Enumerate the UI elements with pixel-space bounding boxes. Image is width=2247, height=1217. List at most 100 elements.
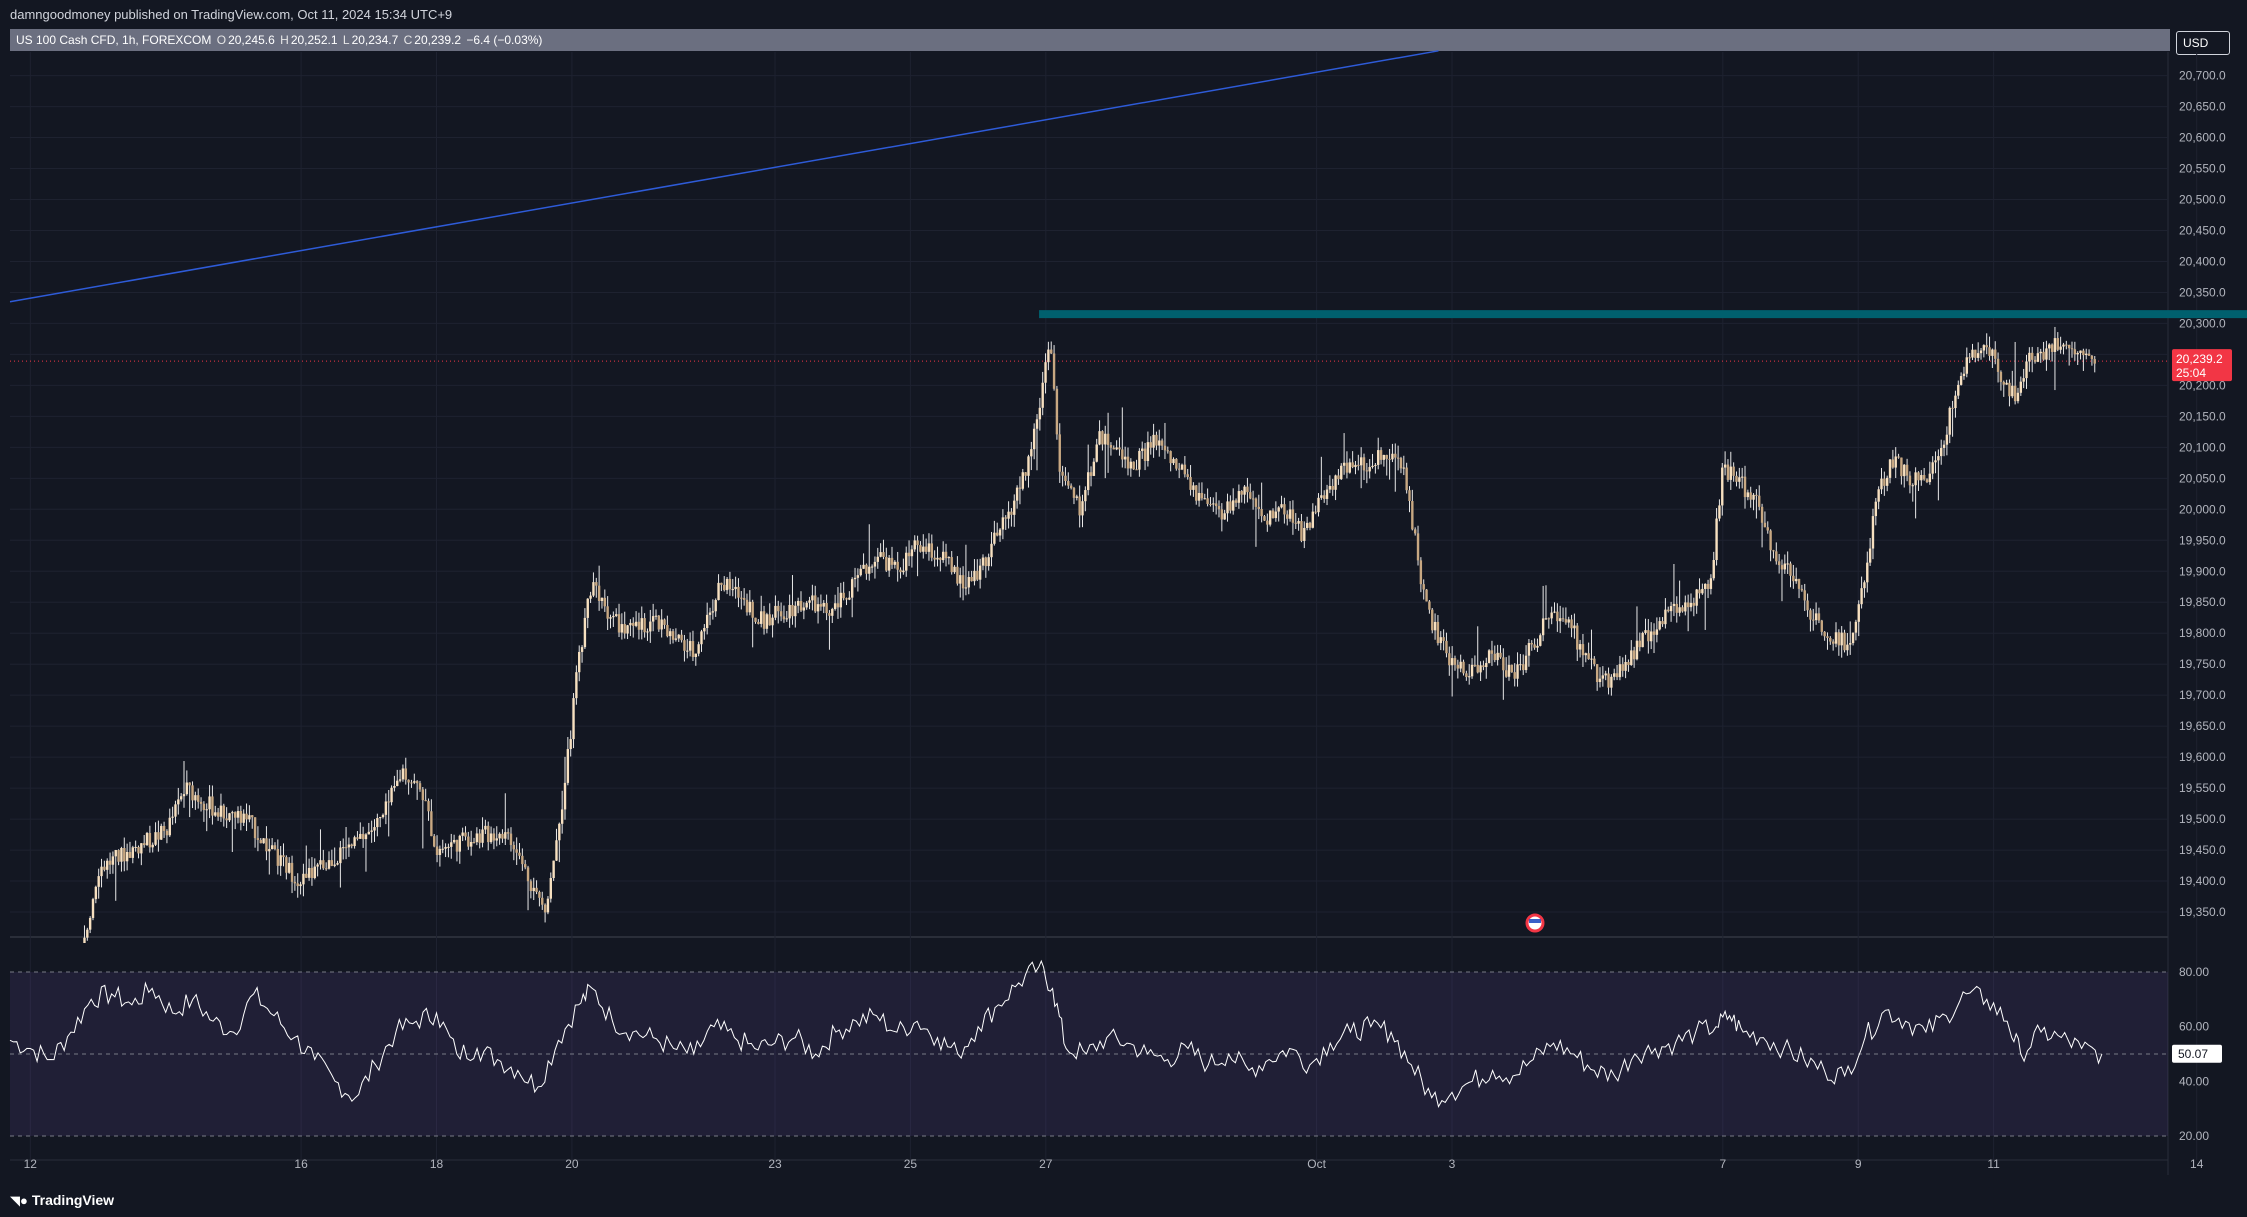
candle-body xyxy=(614,614,618,616)
low-value: 20,234.7 xyxy=(351,33,399,47)
candle-body xyxy=(1999,371,2003,382)
candle-body xyxy=(430,811,433,837)
candle-body xyxy=(179,796,183,800)
candle-body xyxy=(529,881,533,892)
rsi-level-label: 60.00 xyxy=(2179,1020,2209,1034)
candle-body xyxy=(1903,464,1906,477)
candle-body xyxy=(1880,478,1883,490)
footer-brand[interactable]: ◥● TradingView xyxy=(10,1188,114,1212)
candle-body xyxy=(882,552,885,557)
change-value: −6.4 (−0.03%) xyxy=(466,33,543,47)
candle-body xyxy=(1132,461,1135,470)
candle-body xyxy=(1473,664,1477,666)
candle-body xyxy=(1760,506,1764,523)
rsi-level-label: 20.00 xyxy=(2179,1129,2209,1143)
candle-body xyxy=(1433,621,1437,631)
candle-body xyxy=(214,812,217,816)
candle-body xyxy=(1834,632,1838,644)
candle-body xyxy=(737,586,740,598)
candle-body xyxy=(1635,640,1639,660)
candle-body xyxy=(541,897,544,905)
candle-body xyxy=(94,886,98,900)
time-tick-label: 11 xyxy=(1987,1157,2000,1171)
candle-body xyxy=(643,618,646,633)
candle-body xyxy=(316,864,319,867)
candle-body xyxy=(134,846,137,848)
candle-body xyxy=(1195,485,1198,501)
price-tick-label: 20,400.0 xyxy=(2179,254,2226,268)
candle-body xyxy=(1337,475,1340,480)
candle-body xyxy=(788,604,791,619)
candle-body xyxy=(1732,466,1735,476)
candle-body xyxy=(1345,462,1349,473)
candle-body xyxy=(592,582,595,596)
candle-body xyxy=(1183,464,1187,475)
candle-body xyxy=(376,818,379,828)
candle-body xyxy=(86,929,89,938)
candle-body xyxy=(1829,637,1832,642)
candle-body xyxy=(268,849,271,852)
price-tick-label: 19,450.0 xyxy=(2179,843,2226,857)
candle-body xyxy=(248,815,251,820)
candle-body xyxy=(984,557,988,567)
candle-body xyxy=(1940,447,1943,457)
candle-body xyxy=(1450,658,1454,666)
candle-body xyxy=(307,867,311,878)
candle-body xyxy=(108,860,112,865)
candle-body xyxy=(1018,487,1022,489)
candle-body xyxy=(1914,472,1917,486)
candle-body xyxy=(211,796,214,816)
candle-body xyxy=(276,849,280,866)
candle-body xyxy=(1522,664,1525,671)
candle-body xyxy=(123,847,126,862)
candle-body xyxy=(1996,358,2000,372)
candle-body xyxy=(1115,447,1118,450)
markers-layer xyxy=(1525,913,1545,933)
candle-body xyxy=(1001,517,1005,530)
candle-body xyxy=(1092,461,1096,476)
candle-body xyxy=(686,650,689,652)
candle-body xyxy=(950,557,953,573)
resistance-zone xyxy=(1039,310,2247,319)
candle-body xyxy=(794,605,797,617)
candle-body xyxy=(1749,492,1752,500)
candle-body xyxy=(1152,434,1155,448)
candle-body xyxy=(273,845,277,850)
candle-body xyxy=(626,625,629,634)
candle-body xyxy=(1937,456,1940,461)
candle-body xyxy=(856,575,860,578)
currency-selector[interactable]: USD xyxy=(2176,31,2230,55)
candle-body xyxy=(1934,460,1937,463)
candle-body xyxy=(2073,349,2077,355)
candle-body xyxy=(2019,381,2023,393)
candle-body xyxy=(2005,382,2008,385)
candle-body xyxy=(677,634,680,639)
candle-body xyxy=(384,801,388,815)
candle-body xyxy=(2076,352,2079,355)
candle-body xyxy=(711,611,715,613)
candle-body xyxy=(924,546,928,552)
candle-body xyxy=(1863,582,1866,589)
candle-body xyxy=(649,621,652,632)
candle-body xyxy=(373,827,376,831)
candle-body xyxy=(1220,509,1224,520)
candle-body xyxy=(1786,563,1789,565)
candle-body xyxy=(469,842,473,847)
candle-body xyxy=(270,845,274,850)
candle-body xyxy=(1897,456,1900,458)
candle-body xyxy=(1308,522,1312,528)
candle-body xyxy=(290,862,294,882)
candle-body xyxy=(651,616,655,622)
candle-body xyxy=(1283,504,1286,515)
candle-body xyxy=(1286,514,1289,519)
price-tick-label: 19,500.0 xyxy=(2179,812,2226,826)
candle-body xyxy=(128,852,132,858)
candle-body xyxy=(1027,456,1030,476)
candle-body xyxy=(1507,664,1511,677)
candle-body xyxy=(1738,477,1741,482)
candle-body xyxy=(1581,644,1585,656)
candle-body xyxy=(973,570,976,582)
candle-body xyxy=(381,814,385,818)
candle-body xyxy=(390,787,393,803)
